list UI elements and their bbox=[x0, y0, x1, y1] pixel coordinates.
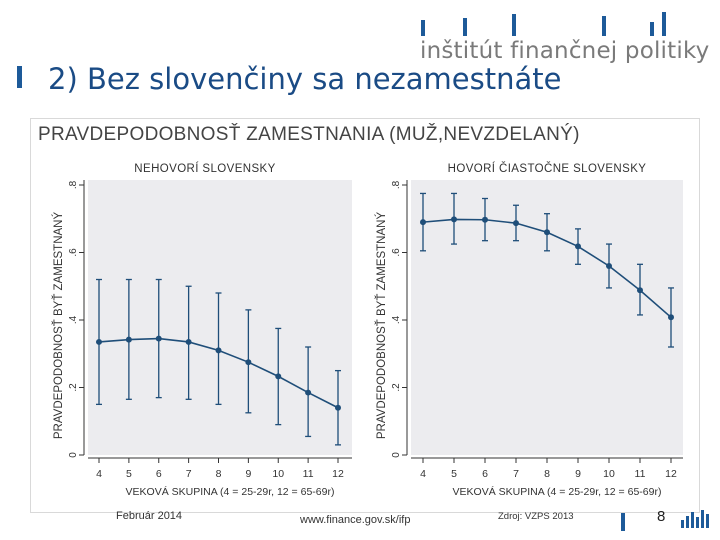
x-tick-label: 12 bbox=[332, 468, 344, 480]
data-point bbox=[513, 220, 519, 227]
data-point bbox=[275, 373, 282, 380]
x-axis-label: VEKOVÁ SKUPINA (4 = 25-29r, 12 = 65-69r) bbox=[453, 485, 662, 498]
data-point bbox=[420, 219, 426, 226]
x-tick-label: 12 bbox=[665, 468, 677, 480]
data-point bbox=[544, 229, 550, 236]
y-axis-label: PRAVDEPODOBNOSŤ BYŤ ZAMESTNANÝ bbox=[52, 212, 65, 440]
x-tick-label: 10 bbox=[603, 468, 615, 480]
data-point bbox=[96, 338, 102, 345]
panel-subtitle: HOVORÍ ČIASTOČNE SLOVENSKY bbox=[448, 162, 647, 175]
chart-panel-1 bbox=[79, 180, 352, 463]
x-tick-label: 10 bbox=[272, 468, 284, 480]
logo-bar-4 bbox=[602, 16, 606, 36]
chart-svg: NEHOVORÍ SLOVENSKY 0 .2 .4 .6 .8 PRAVDEPODOBNO… bbox=[52, 162, 683, 498]
x-tick-label: 6 bbox=[482, 468, 488, 480]
x-tick-label: 11 bbox=[635, 468, 646, 480]
y-tick-label: .6 bbox=[391, 248, 402, 257]
data-point bbox=[606, 263, 612, 269]
y-tick-label: .6 bbox=[68, 248, 79, 257]
x-tick-label: 11 bbox=[303, 468, 314, 480]
logo-bar-5 bbox=[650, 22, 654, 36]
logo-bar-2 bbox=[463, 18, 467, 36]
footer-date: Február 2014 bbox=[116, 510, 183, 522]
x-tick-label: 9 bbox=[245, 468, 251, 480]
logo-bar-3 bbox=[512, 14, 516, 36]
data-point bbox=[125, 336, 132, 343]
title-marker bbox=[17, 66, 22, 88]
chart-panel-2 bbox=[402, 180, 683, 463]
x-tick-label: 9 bbox=[575, 468, 581, 480]
x-axis-label: VEKOVÁ SKUPINA (4 = 25-29r, 12 = 65-69r) bbox=[126, 485, 335, 498]
logo-bar-6 bbox=[662, 12, 666, 36]
page-number: 8 bbox=[657, 508, 666, 525]
footer-url-link[interactable]: www.finance.gov.sk/ifp bbox=[300, 514, 411, 526]
x-tick-label: 8 bbox=[216, 468, 222, 480]
x-tick-label: 7 bbox=[513, 468, 519, 480]
x-tick-label: 7 bbox=[186, 468, 192, 480]
logo-text: inštitút finančnej politiky bbox=[420, 38, 710, 64]
chart-title: PRAVDEPODOBNOSŤ ZAMESTNANIA (MUŽ,NEVZDEL… bbox=[38, 124, 580, 145]
y-tick-label: .4 bbox=[391, 315, 402, 324]
x-tick-label: 6 bbox=[156, 468, 162, 480]
panel-subtitle: NEHOVORÍ SLOVENSKY bbox=[134, 162, 275, 175]
y-tick-label: .8 bbox=[391, 180, 402, 189]
y-tick-label: 0 bbox=[391, 452, 402, 458]
data-point bbox=[245, 359, 252, 366]
data-point bbox=[451, 216, 457, 223]
logo-bar-1 bbox=[421, 20, 425, 36]
footer-marker bbox=[621, 513, 625, 531]
x-tick-label: 4 bbox=[96, 468, 102, 480]
y-tick-label: .4 bbox=[68, 315, 79, 324]
slide-title: 2) Bez slovenčiny sa nezamestnáte bbox=[48, 62, 562, 96]
data-point bbox=[482, 216, 488, 223]
x-tick-label: 4 bbox=[420, 468, 426, 480]
x-tick-label: 5 bbox=[451, 468, 457, 480]
data-point bbox=[335, 404, 341, 411]
y-axis-label: PRAVDEPODOBNOSŤ BYŤ ZAMESTNANÝ bbox=[375, 212, 388, 440]
bar-chart-logo-icon bbox=[681, 510, 709, 528]
footer-source: Zdroj: VZPS 2013 bbox=[498, 511, 574, 522]
data-point bbox=[575, 243, 581, 250]
y-tick-label: .2 bbox=[391, 383, 402, 392]
y-tick-label: 0 bbox=[68, 452, 79, 458]
ifp-logo: inštitút finančnej politiky bbox=[415, 12, 709, 67]
plot-area bbox=[88, 180, 352, 455]
x-tick-label: 8 bbox=[544, 468, 550, 480]
data-point bbox=[155, 335, 162, 342]
data-point bbox=[637, 287, 643, 294]
y-tick-label: .2 bbox=[68, 383, 79, 392]
data-point bbox=[668, 314, 674, 321]
data-point bbox=[305, 389, 312, 396]
y-tick-label: .8 bbox=[68, 180, 79, 189]
x-tick-label: 5 bbox=[126, 468, 132, 480]
data-point bbox=[185, 338, 192, 345]
data-point bbox=[215, 347, 222, 354]
